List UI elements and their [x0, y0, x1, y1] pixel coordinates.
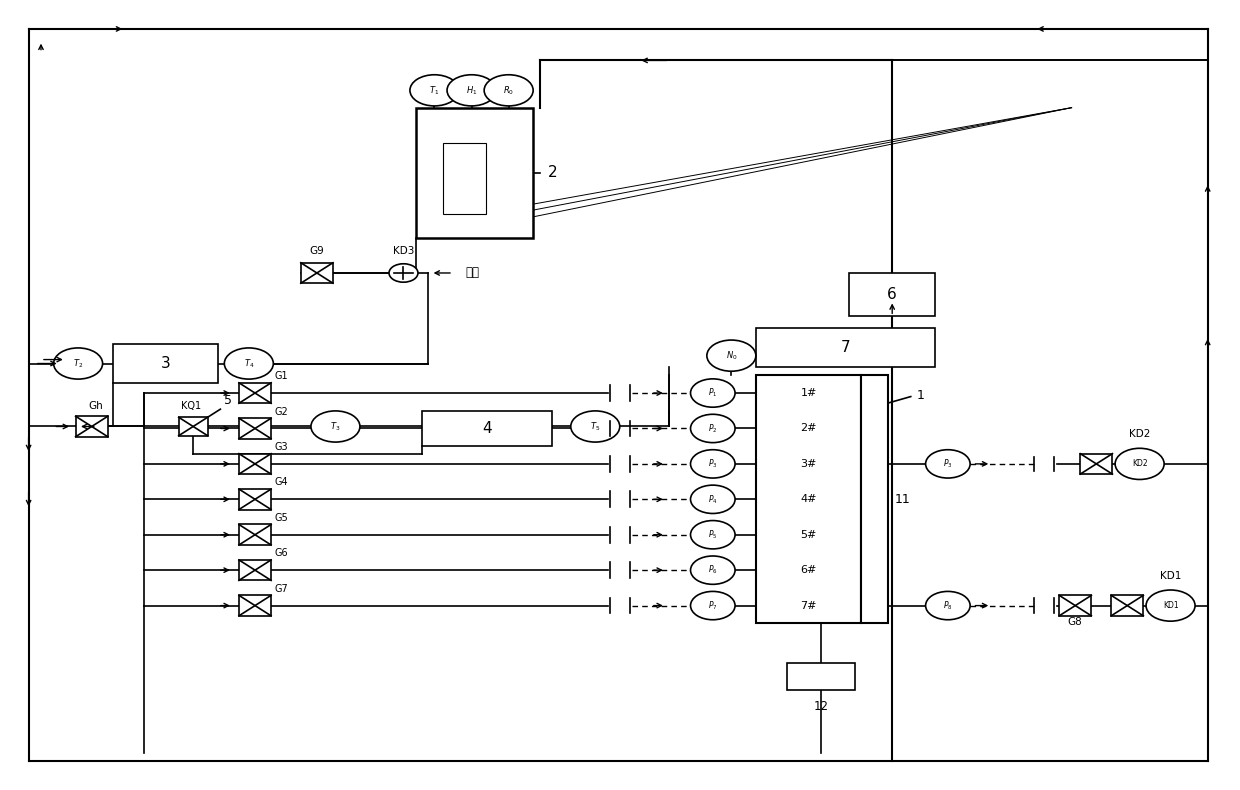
Bar — [1111, 596, 1143, 616]
Circle shape — [691, 556, 735, 585]
Text: 6#: 6# — [801, 565, 817, 575]
Bar — [756, 375, 862, 623]
Bar — [1059, 596, 1091, 616]
Circle shape — [925, 592, 970, 619]
Text: 2: 2 — [548, 165, 558, 180]
Bar — [239, 383, 272, 403]
Bar — [239, 560, 272, 581]
Text: 7: 7 — [841, 340, 851, 356]
Text: G5: G5 — [275, 513, 289, 523]
Bar — [443, 143, 486, 214]
Text: $R_0$: $R_0$ — [503, 84, 515, 96]
Bar — [239, 453, 272, 474]
Text: $P_3$: $P_3$ — [708, 457, 718, 470]
Bar — [862, 375, 889, 623]
Text: $T_1$: $T_1$ — [429, 84, 439, 96]
Text: G9: G9 — [310, 246, 324, 256]
Text: $P_5$: $P_5$ — [708, 529, 718, 541]
Text: $P_8$: $P_8$ — [944, 600, 952, 611]
Circle shape — [1115, 448, 1164, 480]
Text: 5#: 5# — [801, 530, 817, 540]
Text: $H_1$: $H_1$ — [466, 84, 477, 96]
Bar — [239, 489, 272, 510]
Bar — [179, 417, 207, 436]
Bar — [239, 525, 272, 545]
Text: $P_4$: $P_4$ — [708, 493, 718, 506]
Text: KQ1: KQ1 — [181, 401, 201, 411]
Circle shape — [389, 264, 418, 282]
Circle shape — [53, 348, 103, 379]
Circle shape — [691, 450, 735, 478]
Text: G2: G2 — [275, 407, 289, 416]
Text: $T_5$: $T_5$ — [590, 420, 600, 433]
Text: $N_0$: $N_0$ — [725, 349, 737, 362]
Text: 12: 12 — [813, 700, 828, 713]
Text: 3#: 3# — [801, 459, 817, 469]
Text: 1: 1 — [916, 389, 925, 401]
Text: G7: G7 — [275, 584, 289, 594]
Text: 3: 3 — [160, 356, 170, 371]
Circle shape — [925, 450, 970, 478]
Text: G8: G8 — [1068, 618, 1083, 627]
Circle shape — [1146, 590, 1195, 621]
Circle shape — [707, 340, 756, 371]
Circle shape — [484, 75, 533, 106]
Text: $P_2$: $P_2$ — [708, 422, 718, 434]
Text: 11: 11 — [895, 493, 910, 506]
Text: $P_6$: $P_6$ — [708, 564, 718, 577]
Bar — [239, 596, 272, 616]
Text: Gh: Gh — [88, 401, 103, 411]
Text: 2#: 2# — [801, 423, 817, 434]
Text: $P_1$: $P_1$ — [708, 387, 718, 399]
Circle shape — [311, 411, 360, 442]
Bar — [415, 107, 533, 238]
Bar — [76, 416, 108, 437]
Circle shape — [691, 379, 735, 407]
Text: $T_2$: $T_2$ — [73, 357, 83, 370]
Text: G6: G6 — [275, 548, 289, 559]
Circle shape — [691, 521, 735, 549]
Text: KD1: KD1 — [1159, 570, 1182, 581]
Bar — [301, 263, 334, 283]
Text: 7#: 7# — [801, 600, 817, 611]
Circle shape — [691, 485, 735, 514]
Circle shape — [448, 75, 496, 106]
Circle shape — [410, 75, 459, 106]
Text: $P_7$: $P_7$ — [708, 600, 718, 611]
Bar — [849, 273, 935, 316]
Text: G4: G4 — [275, 477, 289, 487]
Bar — [1080, 453, 1112, 474]
Text: $T_4$: $T_4$ — [243, 357, 254, 370]
Text: G1: G1 — [275, 371, 289, 382]
Text: 4#: 4# — [801, 495, 817, 504]
Bar — [787, 663, 856, 690]
Text: KD1: KD1 — [1163, 601, 1178, 610]
Text: 6: 6 — [888, 287, 897, 302]
Text: KD2: KD2 — [1128, 429, 1151, 439]
Text: KD2: KD2 — [1132, 459, 1147, 468]
Text: 5: 5 — [224, 393, 232, 407]
Circle shape — [224, 348, 273, 379]
Circle shape — [570, 411, 620, 442]
Text: $T_3$: $T_3$ — [330, 420, 341, 433]
Bar — [756, 328, 935, 367]
Text: KD3: KD3 — [393, 246, 414, 256]
Text: 水源: 水源 — [465, 266, 480, 280]
Circle shape — [691, 414, 735, 442]
Bar — [422, 411, 552, 446]
Text: $P_3$: $P_3$ — [944, 457, 952, 470]
Bar — [113, 344, 218, 383]
Text: G3: G3 — [275, 442, 289, 452]
Text: 1#: 1# — [801, 388, 817, 398]
Text: 4: 4 — [482, 421, 492, 436]
Circle shape — [691, 592, 735, 619]
Bar — [239, 418, 272, 438]
